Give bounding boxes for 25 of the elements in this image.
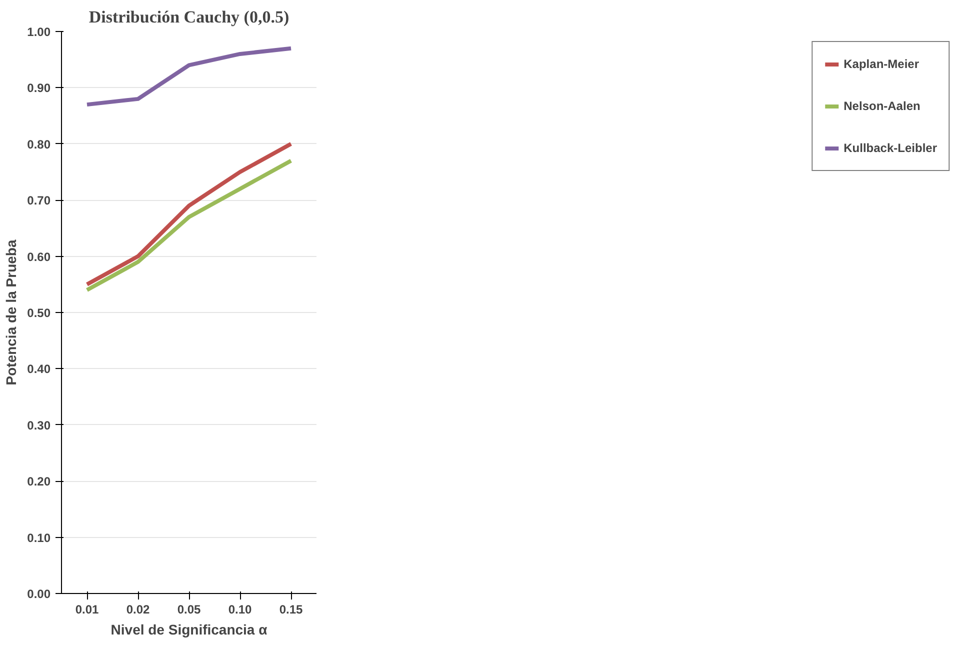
legend-label: Kullback-Leibler — [844, 141, 937, 155]
x-axis-title: Nivel de Significancia α — [110, 622, 268, 638]
x-tick-label: 0.10 — [228, 602, 252, 616]
x-tick-label: 0.02 — [126, 602, 150, 616]
y-tick-label: 0.10 — [27, 530, 51, 545]
legend-label: Kaplan-Meier — [844, 57, 919, 71]
y-tick-label: 0.80 — [27, 137, 51, 152]
y-tick-label: 1.00 — [27, 25, 51, 39]
y-tick-label: 0.50 — [27, 306, 51, 320]
x-tick-label: 0.01 — [75, 602, 100, 616]
y-tick-label: 0.60 — [27, 250, 51, 264]
y-tick-label: 0.70 — [27, 194, 51, 208]
chart-title: Distribución Cauchy (0,0.5) — [88, 8, 290, 26]
y-axis-title: Potencia de la Prueba — [3, 240, 20, 386]
x-tick-label: 0.15 — [279, 602, 304, 616]
y-tick-label: 0.40 — [27, 362, 51, 376]
line-series — [85, 158, 293, 292]
y-tick-label: 0.00 — [27, 587, 51, 601]
y-tick-label: 0.20 — [27, 474, 51, 489]
legend-label: Nelson-Aalen — [844, 99, 920, 113]
line-series — [85, 46, 293, 107]
y-tick-label: 0.90 — [27, 81, 51, 96]
line-series — [85, 142, 293, 286]
y-tick-label: 0.30 — [27, 418, 51, 432]
x-tick-label: 0.05 — [177, 602, 202, 616]
